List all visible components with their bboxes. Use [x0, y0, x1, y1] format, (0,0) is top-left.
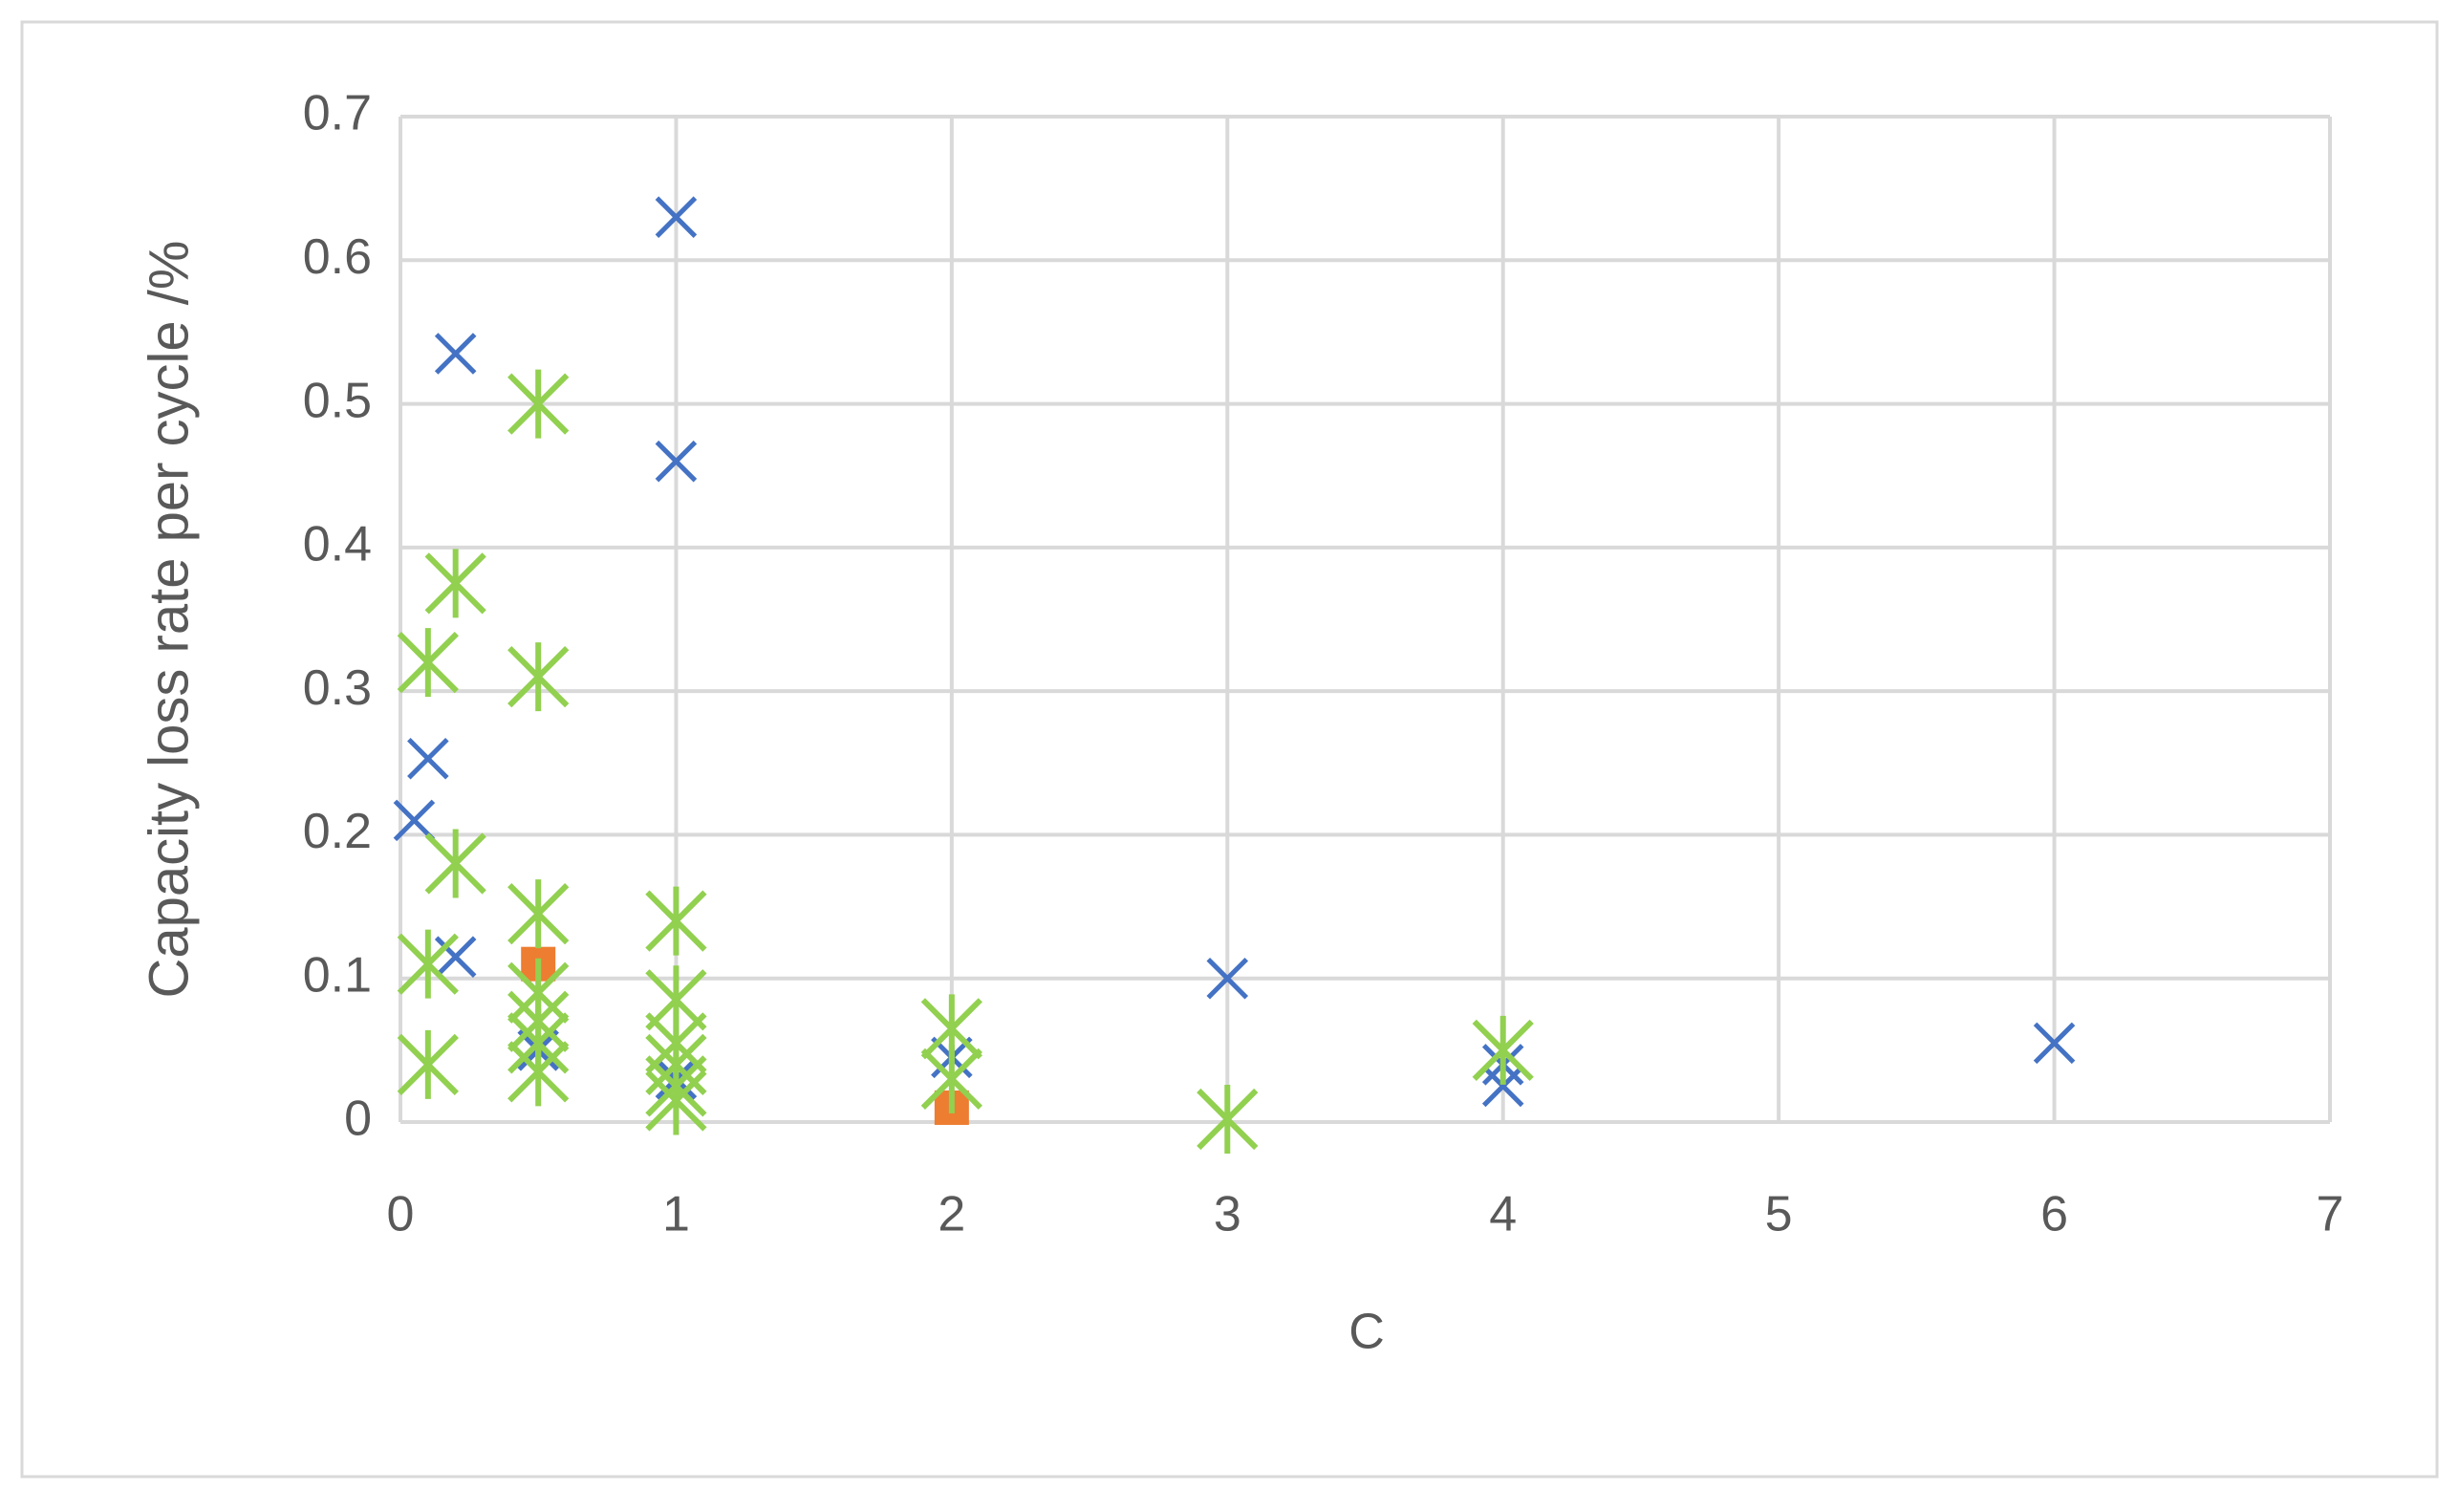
marker-stroke	[655, 196, 698, 238]
data-point	[655, 196, 698, 238]
data-point	[645, 886, 707, 956]
marker-stroke	[655, 440, 698, 483]
data-point	[434, 333, 477, 375]
y-tick-label: 0.3	[303, 660, 372, 716]
data-point	[507, 879, 570, 949]
y-tick-label: 0.4	[303, 517, 372, 572]
x-tick-label: 3	[1214, 1187, 1241, 1242]
data-point	[397, 929, 459, 999]
x-tick-label: 4	[1489, 1187, 1517, 1242]
marker-stroke	[1206, 957, 1249, 1000]
y-tick-label: 0	[344, 1091, 372, 1147]
data-point	[434, 936, 477, 978]
x-tick-label: 6	[2040, 1187, 2068, 1242]
x-tick-label: 2	[938, 1187, 965, 1242]
marker-stroke	[434, 333, 477, 375]
y-axis-title: Capacity loss rate per cycle /%	[138, 241, 200, 999]
x-tick-label: 7	[2317, 1187, 2344, 1242]
data-point	[424, 829, 486, 898]
y-tick-label: 0.5	[303, 373, 372, 428]
x-tick-label: 0	[387, 1187, 415, 1242]
data-point	[507, 642, 570, 712]
data-point	[1472, 1015, 1534, 1085]
data-point	[655, 440, 698, 483]
data-point	[397, 628, 459, 698]
marker-stroke	[1481, 1065, 1524, 1108]
data-point	[2033, 1022, 2076, 1065]
marker-stroke	[434, 936, 477, 978]
x-tick-label: 1	[662, 1187, 690, 1242]
chart-border	[20, 20, 2439, 1479]
data-point	[1481, 1065, 1524, 1108]
data-point	[424, 549, 486, 618]
data-point	[1206, 957, 1249, 1000]
data-point	[407, 738, 449, 780]
data-point	[507, 369, 570, 439]
y-tick-label: 0.6	[303, 229, 372, 285]
data-point	[393, 799, 436, 842]
data-point	[920, 1044, 982, 1113]
marker-stroke	[2033, 1022, 2076, 1065]
y-tick-label: 0.2	[303, 804, 372, 859]
x-axis-title: C	[1348, 1305, 1385, 1360]
data-point	[645, 1066, 707, 1135]
marker-stroke	[407, 738, 449, 780]
data-point	[397, 1029, 459, 1099]
marker-stroke	[393, 799, 436, 842]
x-tick-label: 5	[1765, 1187, 1793, 1242]
y-tick-label: 0.1	[303, 947, 372, 1003]
data-point	[1197, 1084, 1259, 1154]
data-point	[507, 1037, 570, 1107]
y-tick-label: 0.7	[303, 86, 372, 141]
